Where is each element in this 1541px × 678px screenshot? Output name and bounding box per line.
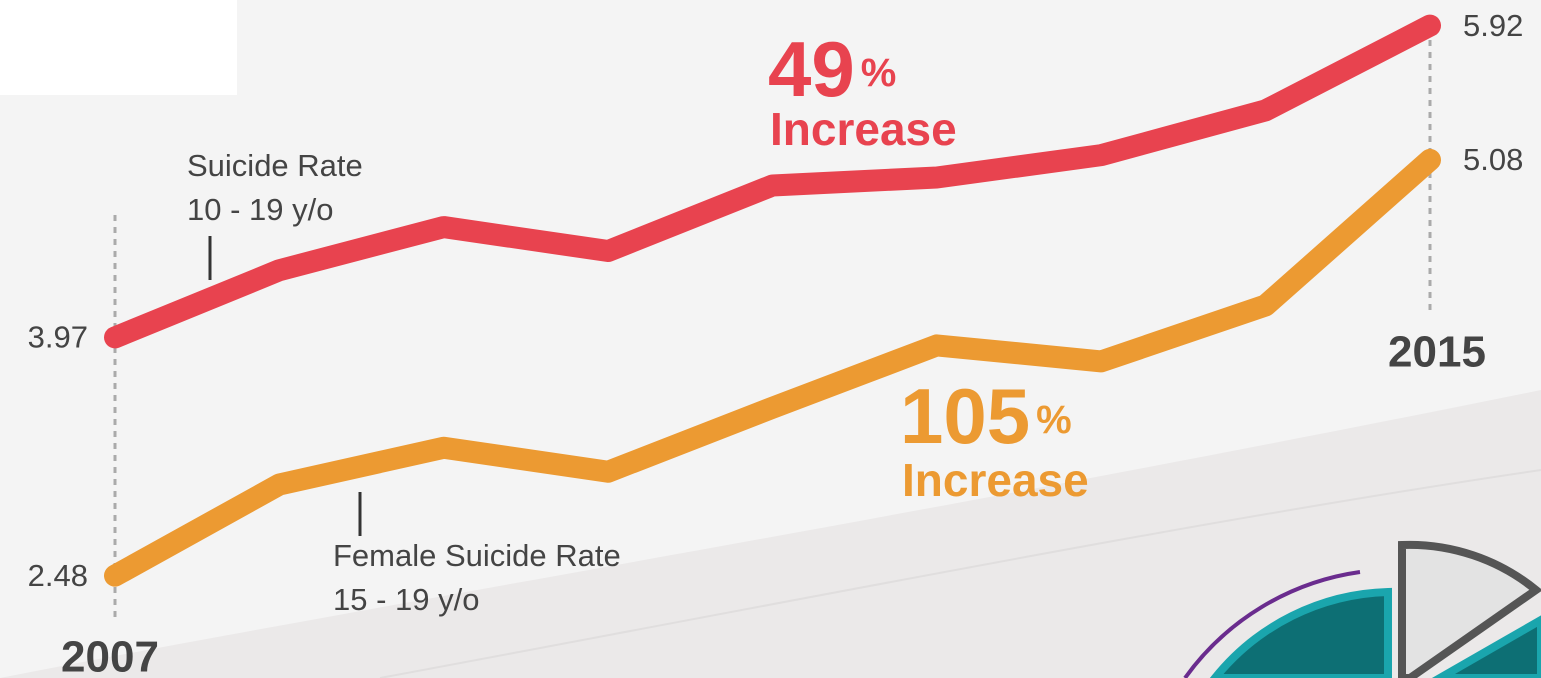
value-label: 5.08 — [1463, 142, 1523, 177]
annotation: 49% — [768, 25, 896, 113]
line — [104, 14, 1441, 349]
x-tick-label: 2007 — [61, 633, 159, 678]
annotation-label: Increase — [902, 454, 1089, 506]
value-label: 2.48 — [28, 558, 88, 593]
gray-wedge — [1398, 540, 1541, 678]
annotation-unit: % — [861, 51, 897, 95]
annotation-value: 49 — [768, 25, 855, 113]
annotation-value: 105 — [900, 372, 1030, 460]
series-label: Female Suicide Rate — [333, 538, 621, 573]
annotation-label: Increase — [770, 103, 957, 155]
line — [104, 148, 1441, 587]
white-box — [0, 0, 237, 95]
background-swoosh — [0, 390, 1541, 678]
annotation-unit: % — [1036, 398, 1072, 442]
series-note: 15 - 19 y/o — [333, 582, 479, 617]
purple-arc — [1183, 570, 1361, 678]
background-curve — [379, 469, 1541, 678]
value-label: 5.92 — [1463, 8, 1523, 43]
series-note: 10 - 19 y/o — [187, 192, 333, 227]
teal-wedge-2 — [1431, 615, 1541, 678]
teal-wedge — [1209, 587, 1392, 678]
series-label: Suicide Rate — [187, 148, 363, 183]
annotation: 105% — [900, 372, 1072, 460]
x-tick-label: 2015 — [1388, 328, 1486, 377]
value-label: 3.97 — [28, 320, 88, 355]
